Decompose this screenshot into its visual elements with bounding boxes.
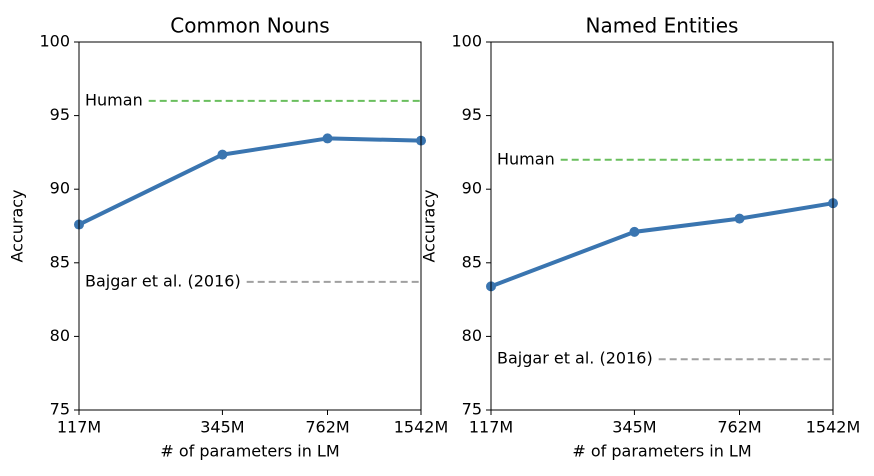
y-tick-label: 80 xyxy=(462,326,482,345)
x-tick-label: 117M xyxy=(469,418,513,437)
plot-frame xyxy=(78,41,422,411)
plot-frame xyxy=(490,41,834,411)
y-tick-label: 100 xyxy=(451,32,482,51)
y-tick-label: 90 xyxy=(50,179,70,198)
data-point xyxy=(629,226,640,237)
y-tick-label: 75 xyxy=(50,400,70,419)
x-tick-label: 345M xyxy=(200,418,244,437)
reference-label: Human xyxy=(85,90,143,109)
data-point xyxy=(322,133,333,144)
series-line xyxy=(490,201,834,289)
x-tick-label: 345M xyxy=(612,418,656,437)
data-point xyxy=(217,149,228,160)
reference-label: Bajgar et al. (2016) xyxy=(497,349,653,368)
y-tick-label: 90 xyxy=(462,179,482,198)
reference-label: Bajgar et al. (2016) xyxy=(85,271,241,290)
y-tick-label: 85 xyxy=(50,252,70,271)
y-tick-label: 85 xyxy=(462,252,482,271)
x-tick-label: 117M xyxy=(57,418,101,437)
y-tick-label: 75 xyxy=(462,400,482,419)
chart-title: Common Nouns xyxy=(170,14,329,38)
y-tick-label: 100 xyxy=(39,32,70,51)
reference-label: Human xyxy=(497,149,555,168)
data-point xyxy=(734,213,745,224)
y-tick-label: 95 xyxy=(50,105,70,124)
y-axis-label: Accuracy xyxy=(420,189,439,262)
x-tick-label: 1542M xyxy=(394,418,449,437)
y-axis-label: Accuracy xyxy=(8,189,27,262)
x-tick-label: 762M xyxy=(305,418,349,437)
y-tick-label: 95 xyxy=(462,105,482,124)
x-tick-label: 1542M xyxy=(806,418,861,437)
x-axis-label: # of parameters in LM xyxy=(160,442,339,461)
x-tick-label: 762M xyxy=(717,418,761,437)
x-axis-label: # of parameters in LM xyxy=(572,442,751,461)
chart-title: Named Entities xyxy=(586,14,739,38)
series-line xyxy=(78,136,422,227)
y-tick-label: 80 xyxy=(50,326,70,345)
